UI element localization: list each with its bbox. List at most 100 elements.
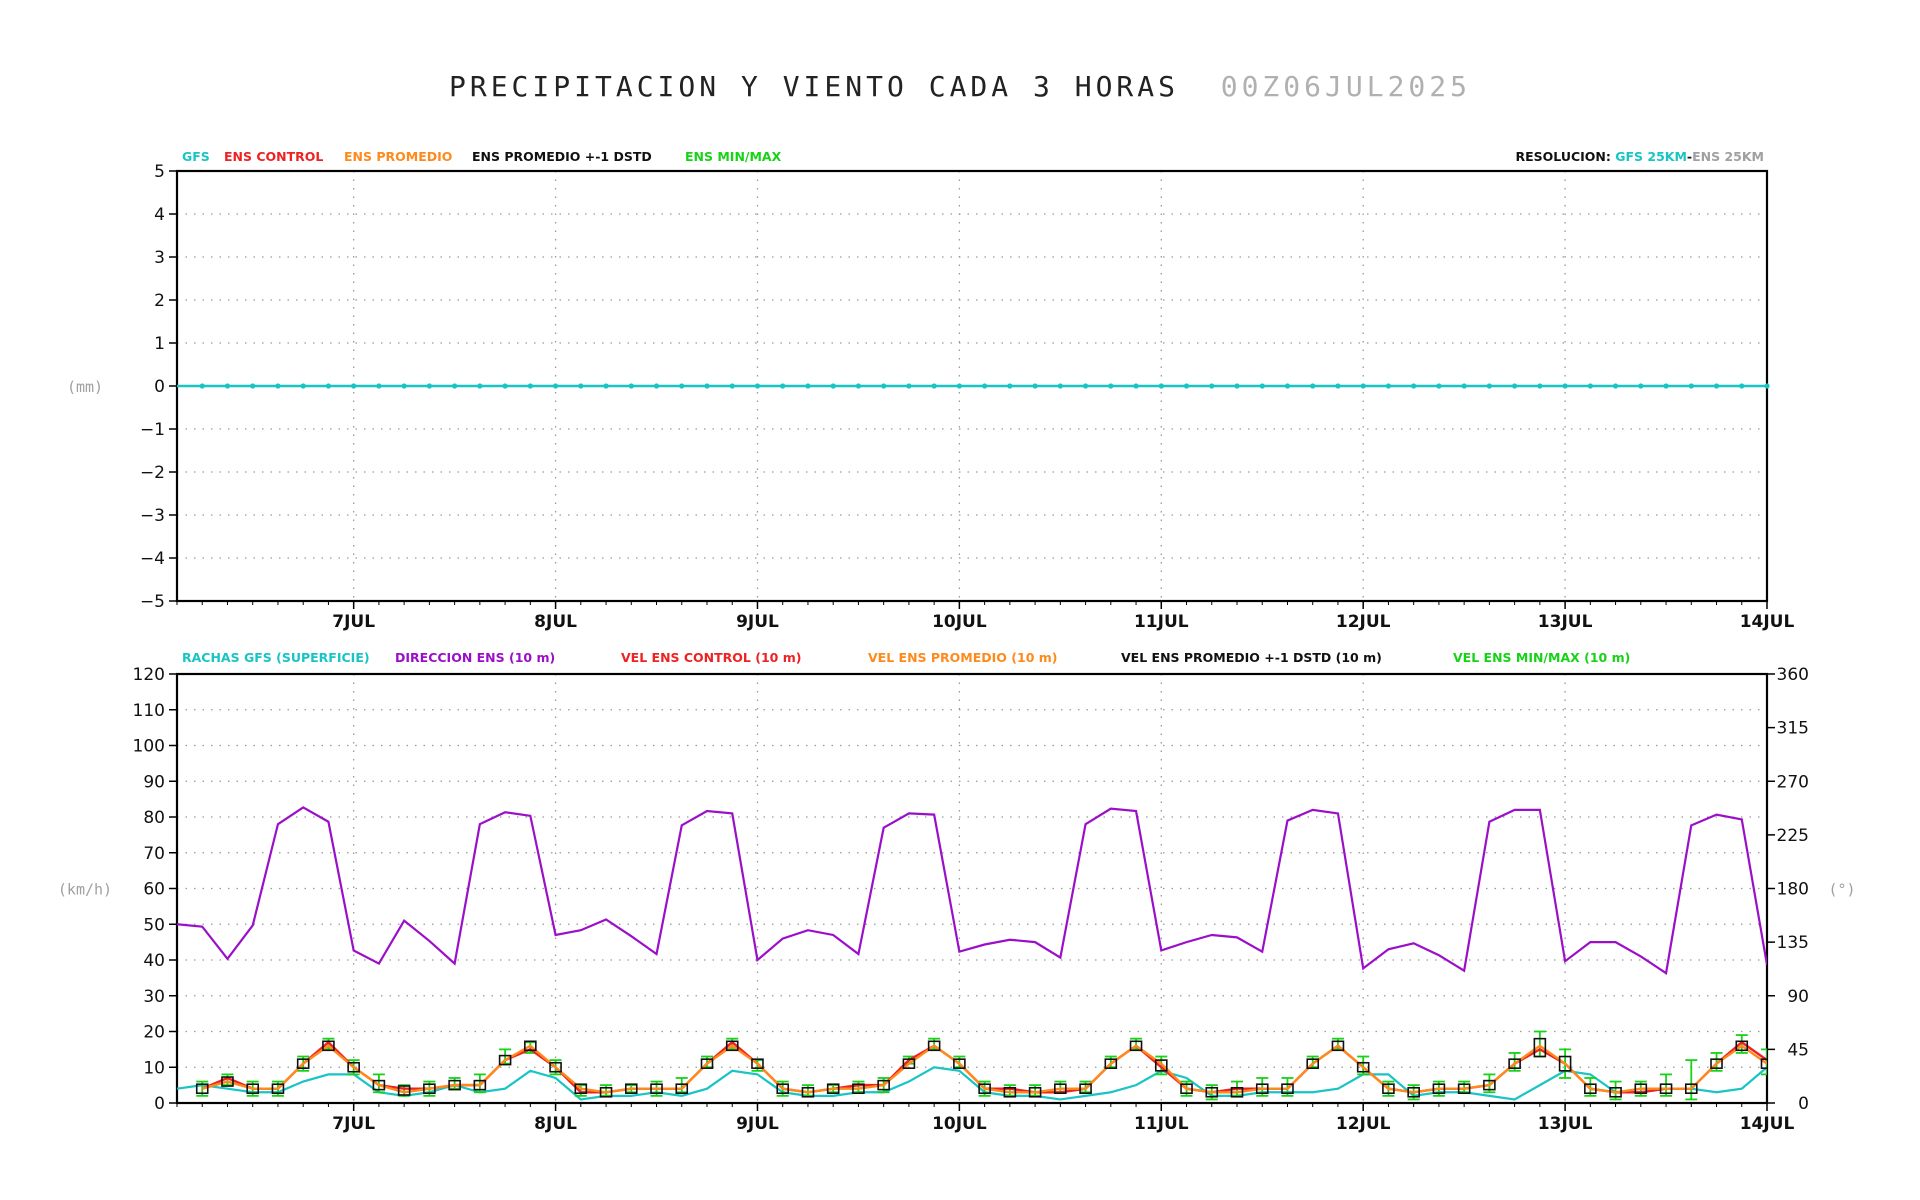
y-tick-label: 70 — [143, 844, 165, 864]
gfs-precip-point — [1436, 383, 1442, 389]
vel-promedio-line — [201, 1044, 1767, 1094]
gfs-precip-point — [704, 383, 710, 389]
y-right-tick-label: 180 — [1777, 880, 1809, 900]
gfs-precip-point — [578, 383, 584, 389]
resolution-legend: RESOLUCION: GFS 25KM-ENS 25KM — [1516, 149, 1765, 164]
std-box — [1255, 1083, 1269, 1094]
std-box — [801, 1086, 815, 1098]
gfs-precip-point — [376, 383, 382, 389]
gfs-precip-point — [1335, 383, 1341, 389]
x-tick-label: 14JUL — [1740, 1114, 1795, 1134]
gfs-precip-point — [956, 383, 962, 389]
std-box — [448, 1079, 461, 1091]
std-box — [549, 1061, 562, 1073]
gfs-precip-point — [881, 383, 887, 389]
legend-ens_std: VEL ENS PROMEDIO +-1 DSTD (10 m) — [1121, 650, 1382, 665]
gfs-precip-point — [653, 383, 660, 389]
gfs-precip-point — [1259, 383, 1265, 389]
gfs-precip-point — [1486, 383, 1492, 389]
std-box — [624, 1083, 638, 1094]
std-box — [826, 1083, 840, 1094]
y-tick-label: −3 — [140, 506, 165, 526]
std-box — [1659, 1083, 1673, 1094]
x-tick-label: 10JUL — [932, 1114, 987, 1134]
y-tick-label: 4 — [154, 205, 165, 225]
legend-ens_control: ENS CONTROL — [224, 149, 323, 164]
std-box — [1356, 1061, 1370, 1073]
legend-ens_std: ENS PROMEDIO +-1 DSTD — [472, 149, 652, 164]
gfs-precip-point — [1688, 383, 1694, 389]
std-box — [423, 1083, 436, 1094]
gfs-precip-point — [477, 383, 483, 389]
title-main: PRECIPITACION Y VIENTO CADA 3 HORAS — [448, 70, 1179, 103]
gfs-precip-point — [603, 383, 609, 389]
std-box — [473, 1079, 487, 1091]
y-tick-label: 120 — [133, 665, 165, 685]
gfs-precip-point — [452, 383, 458, 389]
gfs-precip-point — [1209, 383, 1215, 389]
std-box — [1129, 1040, 1143, 1052]
gfs-precip-point — [780, 383, 786, 389]
y-tick-label: 90 — [143, 772, 165, 792]
x-tick-label: 12JUL — [1336, 612, 1391, 632]
resolution-label: RESOLUCION: — [1516, 149, 1616, 164]
std-box — [1281, 1083, 1294, 1094]
std-box — [271, 1083, 285, 1094]
std-box — [574, 1083, 588, 1094]
gfs-precip-point — [502, 383, 508, 389]
std-box — [751, 1058, 764, 1069]
x-tick-label: 14JUL — [1740, 612, 1795, 632]
std-box — [852, 1083, 865, 1094]
std-box — [1104, 1058, 1118, 1069]
gfs-precip-point — [1284, 383, 1291, 389]
legend: GFS ENS CONTROL ENS PROMEDIO ENS PROMEDIO +… — [182, 149, 1764, 164]
std-box — [1054, 1083, 1067, 1094]
gfs-precip-point — [931, 383, 937, 389]
y-tick-label: 110 — [133, 701, 165, 721]
std-box — [1331, 1040, 1345, 1052]
gfs-precip-point — [552, 383, 559, 389]
gfs-precip-point — [679, 383, 685, 389]
std-box — [524, 1040, 537, 1052]
y-tick-label: 1 — [154, 334, 165, 354]
title-date: 00Z06JUL2025 — [1220, 70, 1472, 103]
y-tick-label: 20 — [143, 1023, 165, 1043]
chart-title: PRECIPITACION Y VIENTO CADA 3 HORAS 00Z0… — [0, 70, 1920, 103]
std-box — [1684, 1083, 1698, 1094]
y-tick-label: 3 — [154, 248, 165, 268]
legend-ens_minmax: ENS MIN/MAX — [685, 149, 782, 164]
std-box — [725, 1040, 739, 1052]
gfs-precip-point — [1108, 383, 1114, 389]
y-right-tick-label: 360 — [1777, 665, 1809, 685]
direccion-ens-line — [177, 806, 1767, 975]
gfs-precip-point — [1310, 383, 1316, 389]
y-right-tick-label: 225 — [1777, 826, 1809, 846]
std-box — [927, 1040, 941, 1052]
y-tick-label: −5 — [140, 592, 165, 612]
y-tick-label: 0 — [154, 1094, 165, 1114]
x-tick-label: 11JUL — [1134, 612, 1189, 632]
gfs-precip-point — [830, 383, 836, 389]
legend: RACHAS GFS (SUPERFICIE) DIRECCION ENS (10… — [182, 650, 1630, 665]
legend-ens_promedio: ENS PROMEDIO — [344, 149, 452, 164]
gfs-precip-point — [1587, 383, 1593, 389]
std-box — [978, 1083, 991, 1094]
std-box — [1028, 1086, 1042, 1098]
y-tick-label: 80 — [143, 808, 165, 828]
y-right-tick-label: 270 — [1777, 772, 1809, 792]
gfs-precip-point — [199, 383, 205, 389]
x-tick-label: 12JUL — [1336, 1114, 1391, 1134]
std-box — [246, 1083, 260, 1094]
gfs-precip-point — [1537, 383, 1543, 389]
std-box — [1584, 1083, 1597, 1094]
x-tick-label: 8JUL — [534, 612, 577, 632]
std-box — [1306, 1058, 1320, 1069]
gfs-precip-point — [1411, 383, 1417, 389]
resolution-ens: ENS 25KM — [1692, 149, 1764, 164]
gfs-precip-point — [426, 383, 432, 389]
gfs-precip-point — [1082, 383, 1089, 389]
std-box — [1382, 1083, 1395, 1094]
x-tick-label: 7JUL — [332, 612, 375, 632]
gfs-precip-point — [1158, 383, 1164, 389]
